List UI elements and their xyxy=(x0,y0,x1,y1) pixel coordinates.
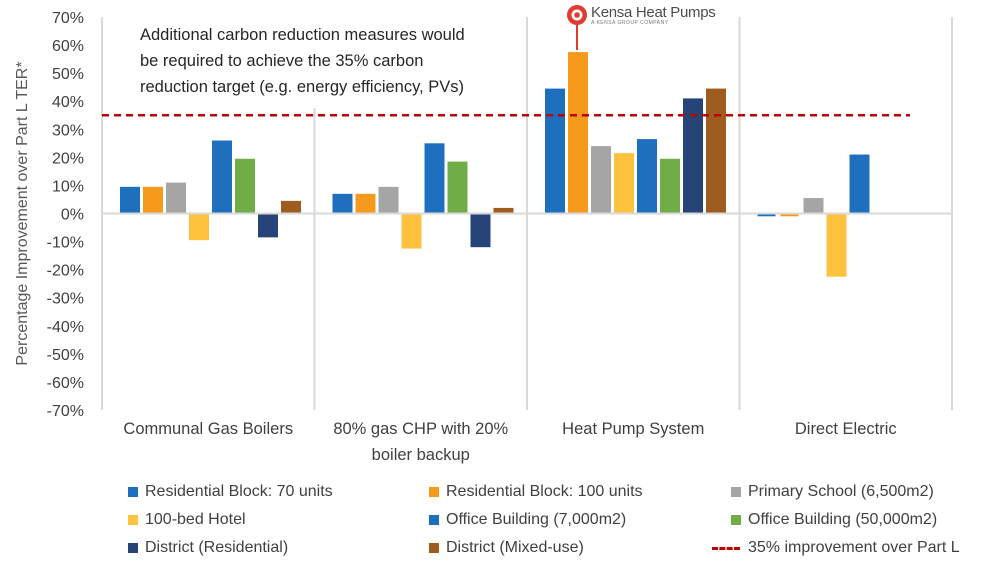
bar xyxy=(849,154,870,214)
annotation-line-1: Additional carbon reduction measures wou… xyxy=(140,26,465,44)
bar xyxy=(281,200,301,214)
bar xyxy=(447,161,468,214)
location-pin-icon xyxy=(567,5,587,50)
bar xyxy=(614,153,634,214)
bar xyxy=(378,186,399,214)
legend-label: District (Residential) xyxy=(145,539,289,556)
category-label: boiler backup xyxy=(372,446,470,464)
annotation-line-2: be required to achieve the 35% carbon xyxy=(140,52,424,70)
y-tick-label: -40% xyxy=(47,319,84,336)
bar xyxy=(235,158,255,214)
y-tick-label: -30% xyxy=(47,291,84,308)
bar xyxy=(545,88,565,214)
y-tick-label: -60% xyxy=(47,375,84,392)
legend-label: Office Building (7,000m2) xyxy=(446,511,627,528)
y-tick-label: 70% xyxy=(52,10,84,27)
legend-item-residential-70: Residential Block: 70 units xyxy=(128,483,333,501)
bar xyxy=(424,143,445,214)
legend-label: District (Mixed-use) xyxy=(446,539,584,556)
legend-swatch xyxy=(731,487,741,497)
legend-label: Residential Block: 100 units xyxy=(446,483,643,500)
legend-item-hotel: 100-bed Hotel xyxy=(128,511,246,529)
bar xyxy=(803,198,824,214)
legend-swatch xyxy=(128,515,138,525)
legend-label: 100-bed Hotel xyxy=(145,511,246,528)
legend-item-reference-line: 35% improvement over Part L xyxy=(712,539,1002,557)
y-tick-label: -10% xyxy=(47,235,84,252)
y-axis-title: Percentage Improvement over Part L TER* xyxy=(14,61,31,365)
bar xyxy=(493,207,514,214)
kensa-logo: Kensa Heat Pumps A KENSA GROUP COMPANY xyxy=(566,4,716,50)
legend-label: 35% improvement over Part L xyxy=(748,539,960,556)
annotation-line-3: reduction target (e.g. energy efficiency… xyxy=(140,78,465,96)
legend-swatch xyxy=(429,543,439,553)
y-tick-label: 30% xyxy=(52,122,84,139)
bar xyxy=(120,186,140,214)
legend-item-office-50000: Office Building (50,000m2) xyxy=(731,511,937,529)
legend-label: Primary School (6,500m2) xyxy=(748,483,934,500)
bar xyxy=(757,213,776,217)
category-label: Heat Pump System xyxy=(562,420,704,438)
legend-label: Residential Block: 70 units xyxy=(145,483,333,500)
legend-swatch xyxy=(429,515,439,525)
legend-item-office-7000: Office Building (7,000m2) xyxy=(429,511,626,529)
logo-brand-text: Kensa Heat Pumps xyxy=(591,4,716,21)
category-label: Communal Gas Boilers xyxy=(123,420,293,438)
bar xyxy=(470,213,491,248)
bar xyxy=(143,186,163,214)
bar xyxy=(401,213,422,249)
annotation-text: Additional carbon reduction measures wou… xyxy=(140,22,520,100)
category-label: Direct Electric xyxy=(795,420,897,438)
legend-item-primary-school: Primary School (6,500m2) xyxy=(731,483,934,501)
y-tick-label: -70% xyxy=(47,403,84,420)
legend-dashed-line xyxy=(712,546,740,550)
bar xyxy=(826,213,847,277)
bar xyxy=(355,193,376,214)
legend-swatch xyxy=(429,487,439,497)
bar xyxy=(660,158,680,214)
bar xyxy=(637,139,657,214)
legend-label: Office Building (50,000m2) xyxy=(748,511,938,528)
legend-swatch xyxy=(128,487,138,497)
bar xyxy=(780,213,799,217)
legend-swatch xyxy=(731,515,741,525)
bar xyxy=(568,52,588,214)
bar xyxy=(212,140,232,214)
legend-item-residential-100: Residential Block: 100 units xyxy=(429,483,643,501)
bar xyxy=(258,213,278,238)
y-tick-label: 10% xyxy=(52,178,84,195)
bar xyxy=(591,146,611,214)
y-tick-label: -20% xyxy=(47,263,84,280)
y-tick-label: 40% xyxy=(52,94,84,111)
category-label: 80% gas CHP with 20% xyxy=(333,420,508,438)
y-tick-label: 0% xyxy=(61,207,84,224)
bar xyxy=(332,193,353,214)
bar xyxy=(166,182,186,214)
logo-tagline: A KENSA GROUP COMPANY xyxy=(591,20,669,26)
y-tick-label: 60% xyxy=(52,38,84,55)
bar xyxy=(189,213,209,241)
legend-item-district-mixed: District (Mixed-use) xyxy=(429,539,584,557)
y-tick-label: 50% xyxy=(52,66,84,83)
legend-item-district-residential: District (Residential) xyxy=(128,539,288,557)
bar xyxy=(683,98,703,214)
y-tick-label: -50% xyxy=(47,347,84,364)
y-tick-label: 20% xyxy=(52,150,84,167)
bar xyxy=(706,88,726,214)
legend-swatch xyxy=(128,543,138,553)
